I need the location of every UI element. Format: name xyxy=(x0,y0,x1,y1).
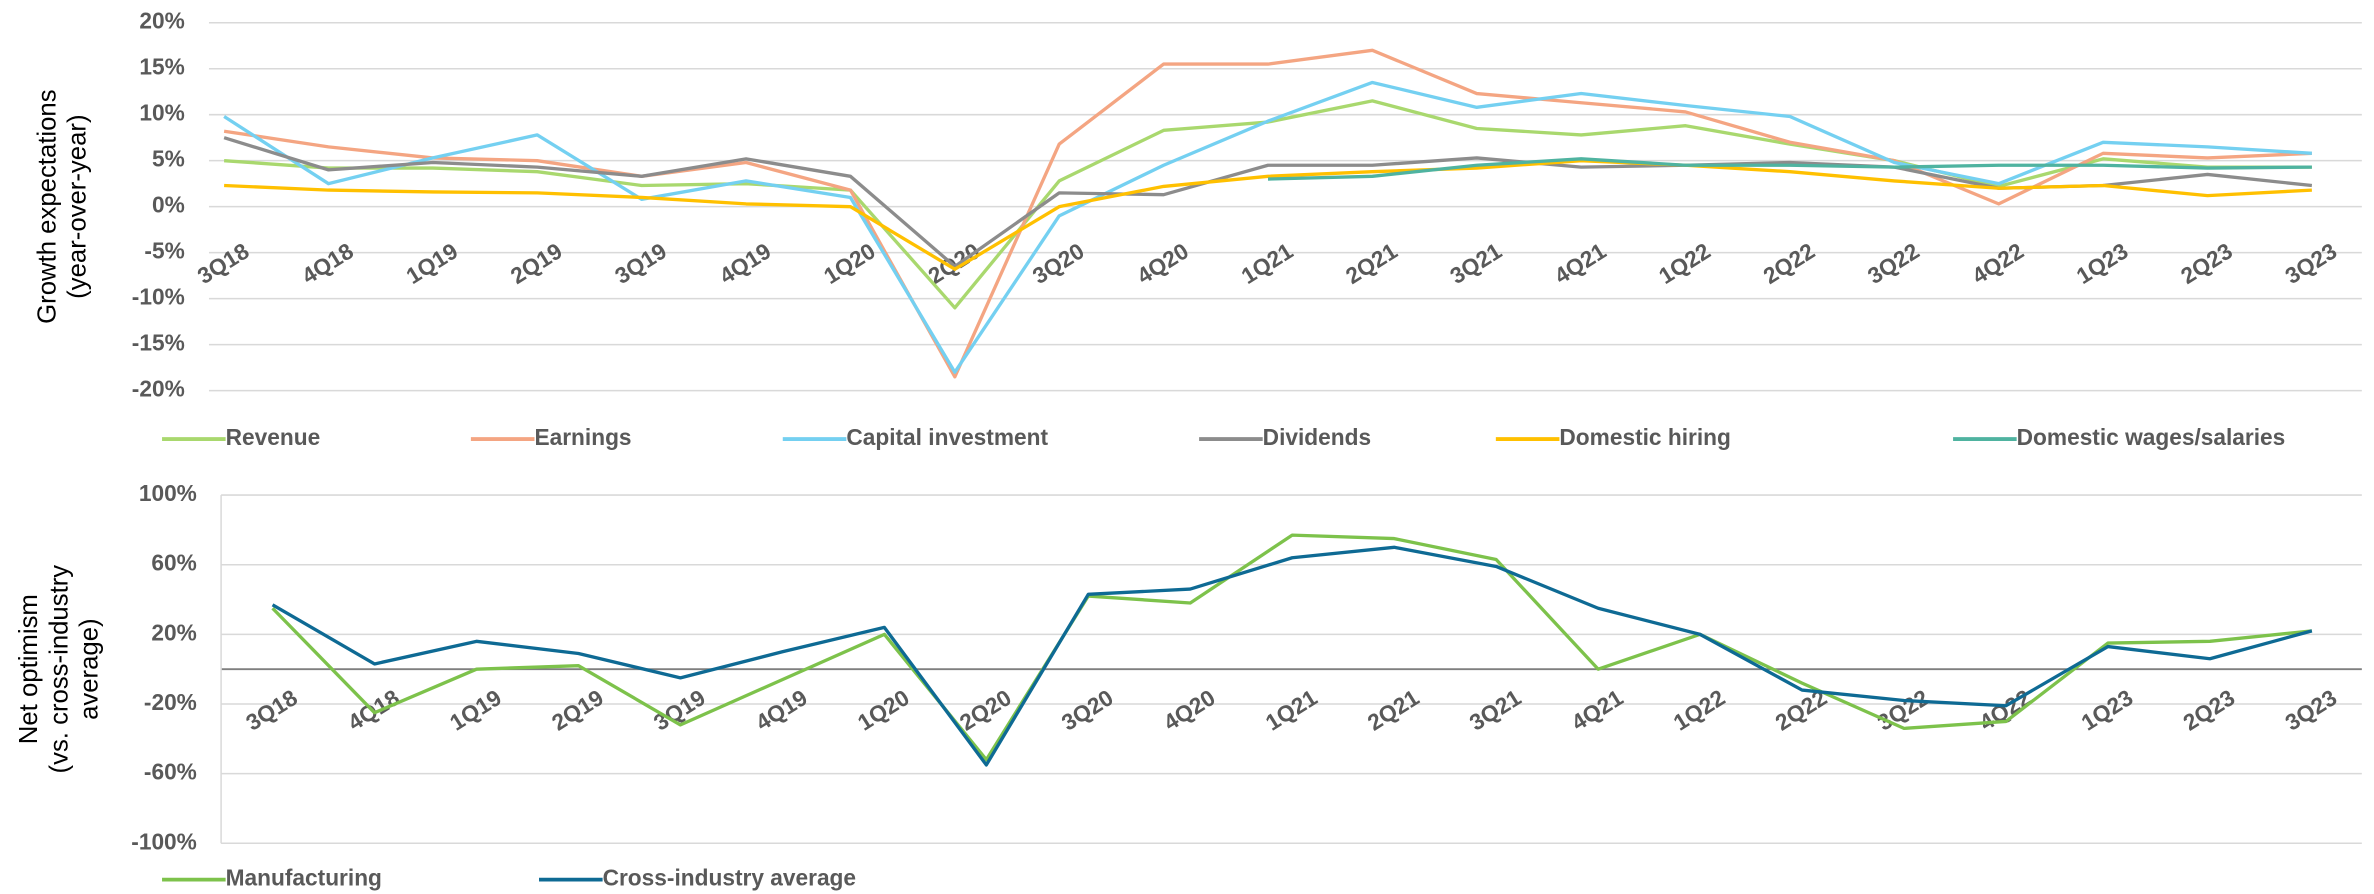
x-tick-label: 1Q22 xyxy=(1669,684,1730,735)
y-tick-label: 15% xyxy=(139,54,184,80)
x-tick-label: 2Q23 xyxy=(2178,684,2239,735)
x-tick-label: 2Q21 xyxy=(1363,684,1424,735)
y-tick-label: 60% xyxy=(151,550,196,576)
x-tick-label: 3Q18 xyxy=(193,238,254,289)
x-tick-label: 4Q18 xyxy=(297,238,358,289)
legend-label: Domestic wages/salaries xyxy=(2017,424,2286,450)
x-tick-label: 4Q21 xyxy=(1550,238,1611,289)
y-tick-label: -100% xyxy=(131,828,197,854)
x-tick-label: 3Q21 xyxy=(1445,238,1506,289)
legend-label: Earnings xyxy=(534,424,631,450)
x-tick-label: 3Q19 xyxy=(610,238,671,289)
y-tick-label: -20% xyxy=(144,689,197,715)
x-tick-label: 3Q22 xyxy=(1863,238,1924,289)
x-tick-label: 3Q23 xyxy=(2280,238,2341,289)
legend-label: Dividends xyxy=(1263,424,1371,450)
x-tick-label: 1Q20 xyxy=(853,684,914,735)
y-tick-label: -20% xyxy=(132,376,185,402)
x-tick-label: 4Q20 xyxy=(1132,238,1193,289)
x-tick-label: 4Q19 xyxy=(751,684,812,735)
legend-label: Cross-industry average xyxy=(603,865,856,891)
y-tick-label: -15% xyxy=(132,330,185,356)
y-tick-label: -60% xyxy=(144,759,197,785)
legend-label: Revenue xyxy=(226,424,321,450)
series-line xyxy=(223,80,2312,374)
legend-label: Domestic hiring xyxy=(1559,424,1730,450)
x-tick-label: 1Q21 xyxy=(1237,238,1298,289)
x-tick-label: 1Q19 xyxy=(445,684,506,735)
x-tick-label: 3Q20 xyxy=(1028,238,1089,289)
y-axis-title: Net optimism xyxy=(15,594,43,744)
series-line xyxy=(271,533,2313,762)
legend-label: Manufacturing xyxy=(226,865,382,891)
y-tick-label: 20% xyxy=(151,619,196,645)
x-tick-label: 3Q21 xyxy=(1465,684,1526,735)
y-axis-title: average) xyxy=(76,618,104,720)
y-axis-title: Growth expectations xyxy=(33,89,61,323)
series-line xyxy=(224,159,2312,271)
x-tick-label: 1Q21 xyxy=(1261,684,1322,735)
x-tick-label: 3Q18 xyxy=(241,684,302,735)
y-axis-title: (year-over-year) xyxy=(64,114,92,298)
x-tick-label: 1Q20 xyxy=(819,238,880,289)
x-tick-label: 4Q22 xyxy=(1967,238,2028,289)
series-line xyxy=(271,545,2313,767)
y-tick-label: 20% xyxy=(139,8,184,34)
y-tick-label: 0% xyxy=(152,192,185,218)
x-tick-label: 3Q23 xyxy=(2280,684,2341,735)
y-axis-title: (vs. cross-industry xyxy=(45,565,73,774)
x-tick-label: 3Q19 xyxy=(649,684,710,735)
x-tick-label: 4Q20 xyxy=(1159,684,1220,735)
y-tick-label: -10% xyxy=(132,284,185,310)
y-tick-label: 100% xyxy=(139,480,197,506)
y-tick-label: 10% xyxy=(139,100,184,126)
series-line xyxy=(223,136,2313,269)
series-line xyxy=(1267,157,2312,181)
x-tick-label: 1Q19 xyxy=(401,238,462,289)
y-tick-label: -5% xyxy=(144,238,184,264)
x-tick-label: 1Q23 xyxy=(2072,238,2133,289)
x-tick-label: 3Q20 xyxy=(1057,684,1118,735)
x-tick-label: 2Q22 xyxy=(1758,238,1819,289)
x-tick-label: 2Q23 xyxy=(2176,238,2237,289)
x-tick-label: 2Q19 xyxy=(547,684,608,735)
x-tick-label: 1Q23 xyxy=(2076,684,2137,735)
series-line xyxy=(223,48,2312,379)
x-tick-label: 4Q19 xyxy=(715,238,776,289)
x-tick-label: 4Q21 xyxy=(1567,684,1628,735)
y-tick-label: 5% xyxy=(152,146,185,172)
x-tick-label: 2Q21 xyxy=(1341,238,1402,289)
x-tick-label: 1Q22 xyxy=(1654,238,1715,289)
legend-label: Capital investment xyxy=(846,424,1048,450)
x-tick-label: 4Q22 xyxy=(1974,684,2035,735)
x-tick-label: 2Q19 xyxy=(506,238,567,289)
